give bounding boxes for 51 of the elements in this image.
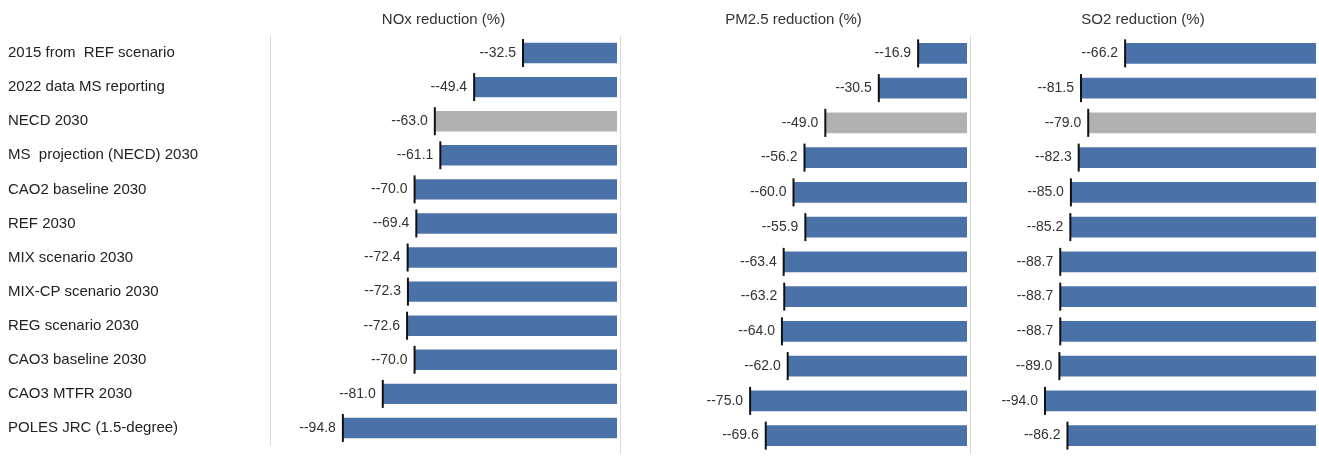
data-label: --69.4 — [372, 214, 410, 231]
data-label: --56.2 — [760, 148, 798, 165]
data-label: --81.5 — [1037, 78, 1075, 95]
data-label: --69.6 — [722, 426, 759, 443]
data-label: --32.5 — [479, 43, 517, 60]
y-tick-label: CAO3 baseline 2030 — [8, 349, 147, 367]
data-label: --30.5 — [835, 78, 873, 95]
chart-title: SO2 reduction (%) — [1081, 10, 1205, 28]
data-label: --88.7 — [1016, 252, 1054, 269]
y-tick-label: CAO3 MTFR 2030 — [8, 384, 133, 402]
data-label: --86.2 — [1023, 426, 1061, 443]
y-tick-label: MS projection (NECD) 2030 — [8, 145, 199, 163]
y-tick-label: MIX-CP scenario 2030 — [8, 281, 159, 299]
data-label: --85.0 — [1027, 183, 1065, 200]
data-label: --49.4 — [430, 77, 468, 94]
data-label: --88.7 — [1016, 322, 1054, 339]
data-label: --63.2 — [740, 287, 778, 304]
y-tick-label: 2022 data MS reporting — [8, 77, 165, 95]
data-label: --94.0 — [1001, 391, 1039, 408]
data-label: --70.0 — [371, 350, 408, 367]
y-tick-label: NECD 2030 — [8, 111, 89, 129]
data-label: --79.0 — [1044, 113, 1082, 130]
data-label: --64.0 — [738, 322, 776, 339]
data-label: --82.3 — [1035, 148, 1072, 165]
data-label: --70.0 — [371, 180, 408, 197]
data-label: --94.8 — [299, 418, 337, 435]
data-label: --60.0 — [749, 183, 787, 200]
y-tick-label: POLES JRC (1.5-degree) — [8, 418, 179, 436]
data-label: --89.0 — [1015, 356, 1053, 373]
chart-title: PM2.5 reduction (%) — [725, 10, 862, 28]
data-label: --81.0 — [339, 384, 376, 401]
data-label: --66.2 — [1081, 44, 1119, 61]
data-label: --62.0 — [744, 356, 781, 373]
data-label: --55.9 — [761, 217, 799, 234]
y-tick-label: 2015 from REF scenario — [8, 43, 175, 61]
data-label: --72.6 — [363, 316, 401, 333]
data-label: --85.2 — [1026, 217, 1064, 234]
data-label: --72.3 — [364, 282, 402, 299]
data-label: --49.0 — [781, 113, 819, 130]
data-label: --88.7 — [1016, 287, 1054, 304]
data-label: --75.0 — [706, 391, 744, 408]
data-label: --72.4 — [364, 248, 401, 265]
data-label: --16.9 — [874, 44, 912, 61]
data-label: --63.0 — [391, 112, 429, 129]
chart-title: NOx reduction (%) — [381, 10, 506, 28]
data-label: --63.4 — [740, 252, 777, 269]
y-tick-label: CAO2 baseline 2030 — [8, 179, 147, 197]
data-label: --61.1 — [396, 146, 434, 163]
y-tick-label: MIX scenario 2030 — [8, 247, 134, 265]
y-tick-label: REF 2030 — [8, 213, 76, 231]
y-tick-label: REG scenario 2030 — [8, 315, 139, 333]
